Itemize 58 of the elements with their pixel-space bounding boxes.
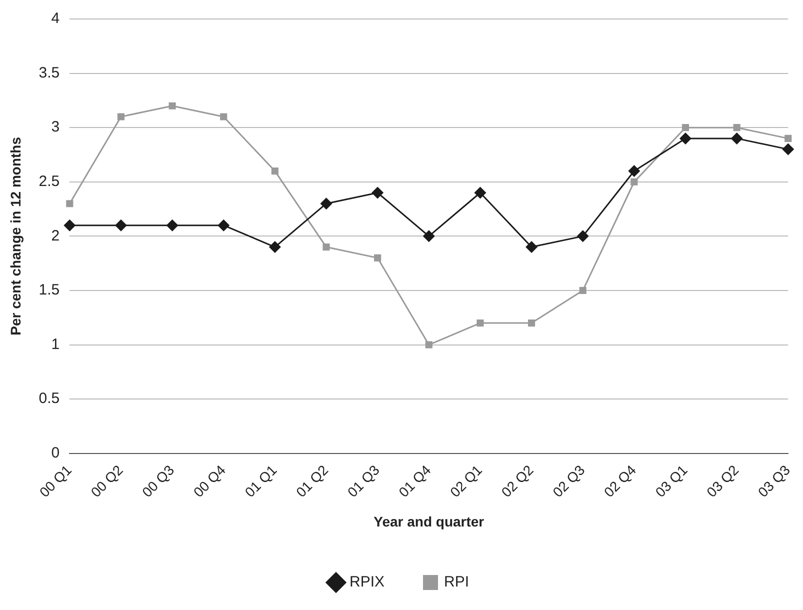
x-tick-label: 00 Q2 — [88, 462, 126, 500]
point — [782, 143, 794, 156]
x-tick-label: 02 Q4 — [600, 462, 640, 500]
point — [117, 113, 125, 120]
point — [730, 132, 743, 144]
y-tick-label: 2 — [51, 227, 60, 244]
point — [64, 219, 76, 232]
y-tick-label: 3 — [51, 118, 60, 136]
point — [374, 254, 382, 262]
y-tick-label: 0 — [51, 444, 60, 462]
y-tick-label: 0.5 — [38, 390, 60, 408]
point — [576, 230, 589, 242]
point — [220, 113, 228, 120]
point — [218, 219, 230, 232]
x-tick-label: 01 Q3 — [344, 462, 383, 500]
x-tick-label: 02 Q1 — [446, 462, 486, 500]
point — [733, 124, 740, 132]
point — [66, 200, 74, 208]
x-axis-title: Year and quarter — [374, 513, 485, 530]
legend-label: RPI — [444, 574, 470, 591]
y-tick-label: 3.5 — [38, 64, 60, 82]
y-tick-label: 2.5 — [38, 173, 60, 190]
x-tick-label: 03 Q3 — [754, 462, 794, 500]
point — [579, 286, 586, 294]
x-tick-label: 03 Q2 — [703, 462, 742, 500]
point — [425, 341, 432, 348]
point — [630, 178, 638, 186]
point — [168, 102, 176, 110]
legend-label: RPIX — [349, 574, 385, 591]
x-tick-label: 00 Q3 — [138, 462, 178, 500]
x-tick-label: 00 Q1 — [36, 462, 75, 500]
y-tick-label: 1 — [51, 336, 60, 353]
point — [784, 134, 792, 142]
point — [114, 219, 127, 232]
point — [422, 230, 435, 242]
point — [628, 165, 640, 178]
point — [526, 241, 538, 254]
point — [320, 198, 332, 210]
point — [474, 186, 486, 199]
x-tick-label: 02 Q2 — [498, 462, 537, 500]
point — [322, 244, 330, 251]
point — [166, 219, 178, 232]
point — [268, 241, 281, 254]
x-tick-label: 01 Q4 — [395, 462, 434, 500]
point — [372, 186, 384, 199]
x-tick-label: 03 Q1 — [652, 462, 690, 500]
y-tick-label: 4 — [51, 10, 60, 28]
x-tick-label: 01 Q2 — [292, 462, 332, 500]
point — [271, 167, 278, 175]
x-tick-label: 00 Q4 — [190, 462, 229, 500]
y-axis-title: Per cent change in 12 months — [7, 136, 24, 336]
point — [679, 132, 692, 144]
x-tick-label: 02 Q3 — [549, 462, 588, 500]
point — [682, 124, 690, 132]
point — [528, 320, 536, 327]
x-tick-label: 01 Q1 — [241, 462, 280, 500]
y-tick-label: 1.5 — [38, 282, 60, 299]
point — [476, 320, 484, 327]
